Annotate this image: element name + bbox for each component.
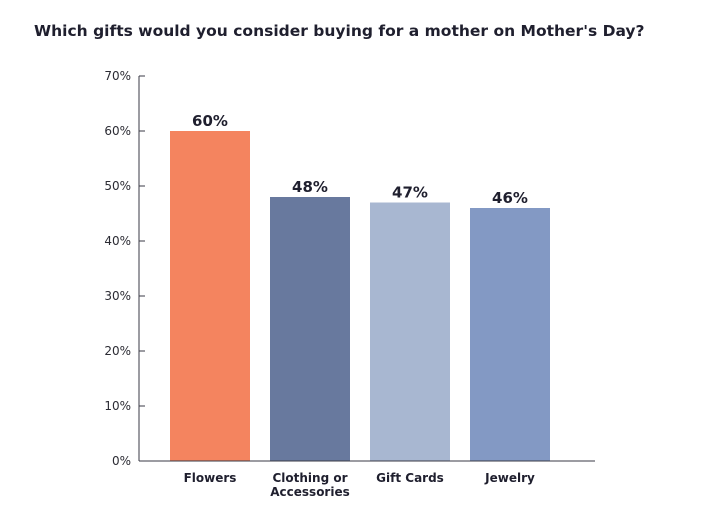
y-tick-label: 40% [104, 234, 131, 248]
y-tick-label: 0% [112, 454, 131, 468]
bar [370, 202, 450, 461]
bar [270, 197, 350, 461]
bar [470, 208, 550, 461]
y-tick-label: 50% [104, 179, 131, 193]
y-tick-label: 30% [104, 289, 131, 303]
y-tick-label: 70% [104, 69, 131, 83]
y-axis: 0% 10% 20% 30% 40% 50% 60% 70% [104, 69, 145, 468]
data-label: 48% [292, 178, 328, 196]
data-label: 47% [392, 184, 428, 202]
y-tick-label: 20% [104, 344, 131, 358]
category-label: Jewelry [484, 471, 535, 485]
category-label: Clothing or [272, 471, 347, 485]
data-label: 60% [192, 112, 228, 130]
y-tick-label: 10% [104, 399, 131, 413]
category-label: Accessories [270, 485, 350, 499]
data-label: 46% [492, 189, 528, 207]
bars: 60% 48% 47% 46% [170, 112, 550, 461]
category-label: Flowers [184, 471, 237, 485]
chart-title: Which gifts would you consider buying fo… [34, 22, 645, 40]
category-label: Gift Cards [376, 471, 444, 485]
bar [170, 131, 250, 461]
y-tick-label: 60% [104, 124, 131, 138]
